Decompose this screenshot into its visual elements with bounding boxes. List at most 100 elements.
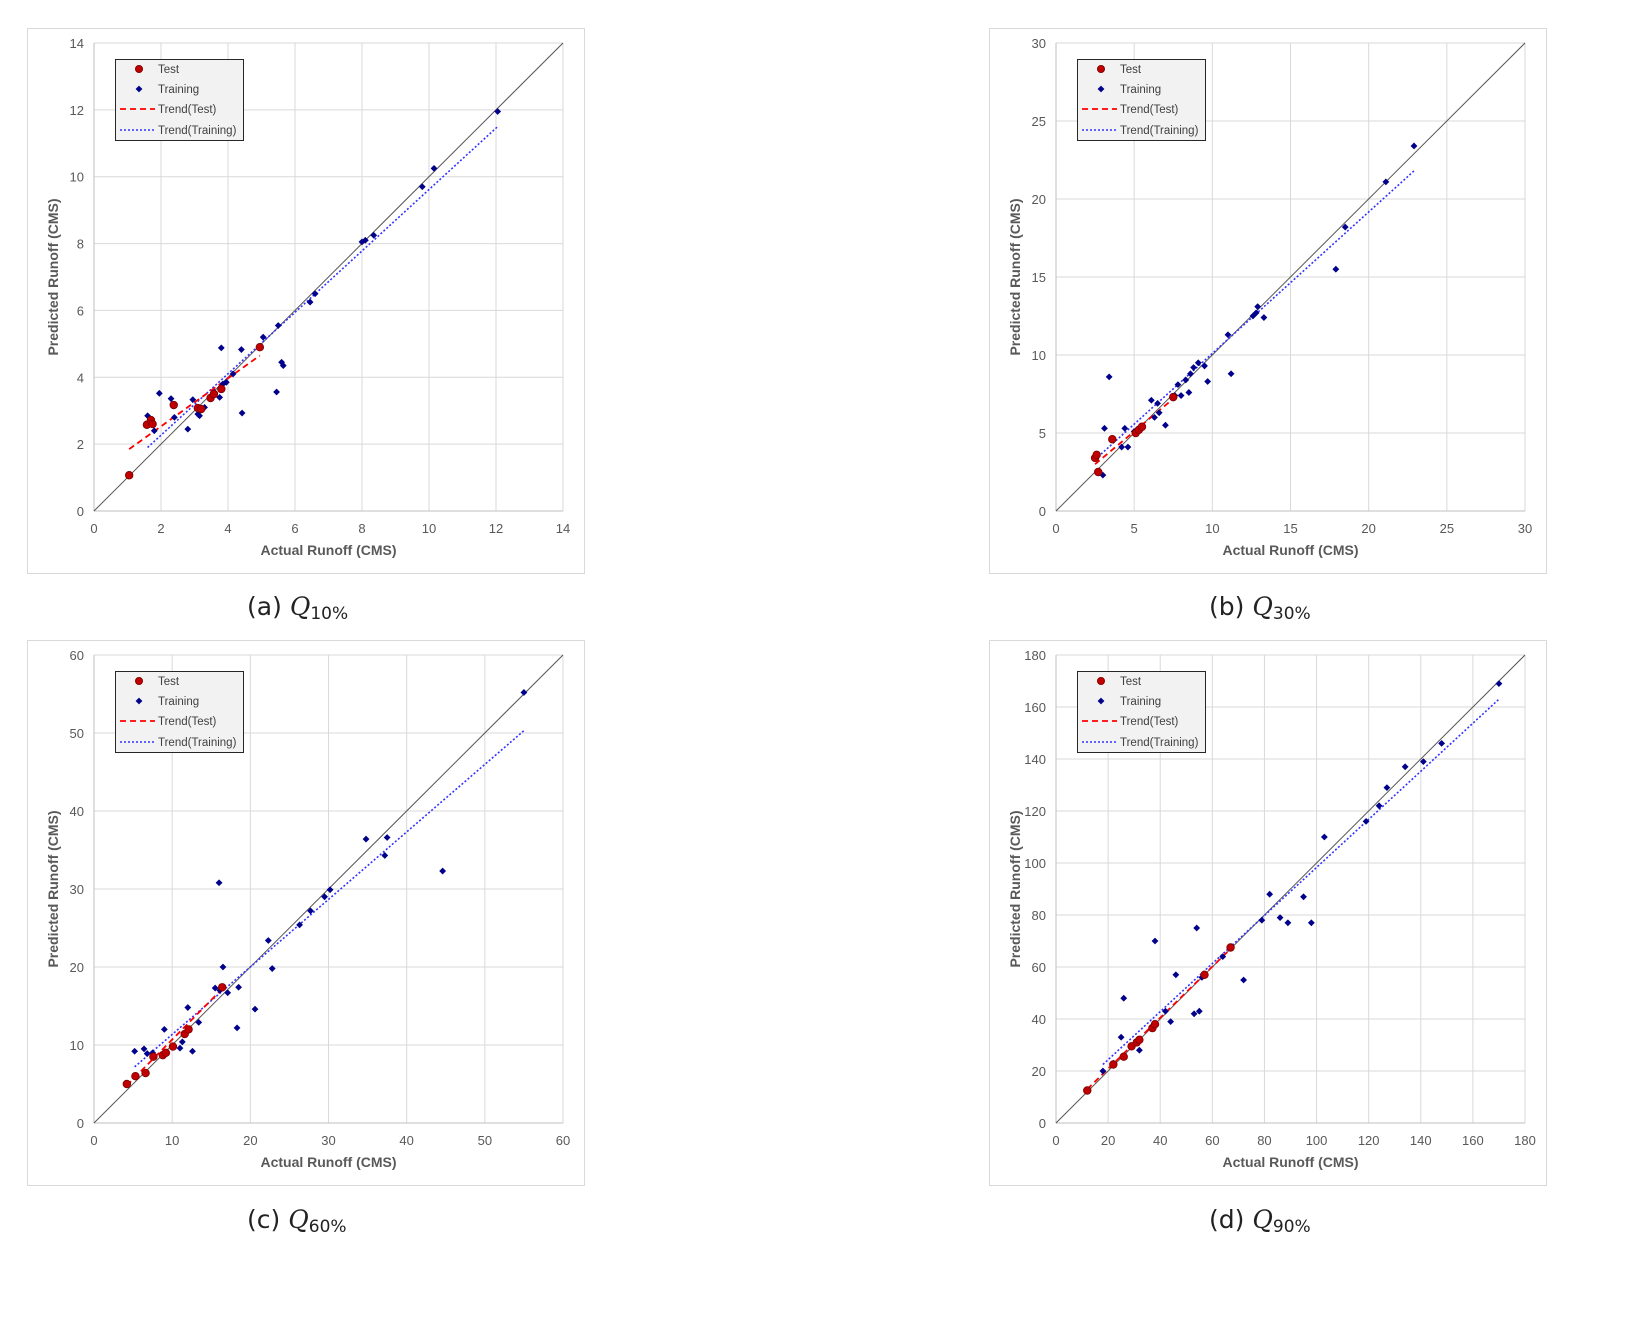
- legend-test-marker: [135, 65, 144, 74]
- training-point: [520, 689, 528, 696]
- training-point: [219, 380, 227, 388]
- training-point: [430, 164, 438, 172]
- x-tick-label: 8: [358, 521, 365, 536]
- y-tick-label: 0: [1039, 1116, 1046, 1131]
- test-point: [196, 404, 206, 414]
- x-axis-label: Actual Runoff (CMS): [260, 1154, 396, 1170]
- legend-label: Training: [158, 84, 199, 96]
- test-point: [1169, 392, 1178, 402]
- x-tick-label: 20: [243, 1133, 257, 1148]
- legend-label: Trend(Test): [1120, 104, 1179, 116]
- x-tick-label: 0: [1052, 1133, 1059, 1148]
- training-point: [279, 362, 287, 369]
- y-tick-label: 80: [1032, 908, 1046, 923]
- legend-box: [115, 671, 244, 753]
- training-point: [229, 370, 237, 378]
- training-point: [184, 425, 192, 433]
- x-tick-label: 140: [1410, 1133, 1432, 1148]
- y-tick-label: 40: [70, 804, 84, 819]
- training-point: [1258, 916, 1266, 924]
- test-point: [184, 1025, 193, 1034]
- test-point: [1226, 943, 1235, 952]
- training-point: [1177, 392, 1185, 399]
- scatter-chart-d: 0 20 40 60 80 100 120 140 160 180 0 20 40 60 80 100 120 1…: [989, 640, 1547, 1186]
- test-point: [1137, 422, 1147, 431]
- x-tick-label: 40: [399, 1133, 413, 1148]
- legend-label: Training: [158, 696, 199, 708]
- training-point: [370, 231, 378, 239]
- training-point: [1185, 389, 1193, 396]
- training-point: [235, 983, 243, 991]
- training-point: [362, 835, 370, 843]
- x-tick-label: 12: [489, 521, 503, 536]
- training-point: [1332, 265, 1340, 273]
- legend-training-marker: [1097, 697, 1105, 705]
- training-point: [1260, 314, 1268, 321]
- caption-symbol: Q: [289, 592, 311, 621]
- x-tick-label: 20: [1101, 1133, 1115, 1148]
- scatter-chart-b: 0 5 10 15 20 25 30 0 5 10 15 20 25 30 Actual Runoff (C…: [989, 28, 1547, 574]
- caption-subscript: 10%: [310, 604, 349, 624]
- test-point: [217, 983, 227, 992]
- trend-training-line: [1102, 698, 1500, 1066]
- x-tick-label: 15: [1283, 521, 1297, 536]
- legend-training-marker: [135, 85, 143, 93]
- test-point: [1108, 435, 1117, 444]
- training-point: [1162, 1007, 1169, 1015]
- x-axis-label: Actual Runoff (CMS): [1222, 542, 1358, 558]
- training-point: [217, 344, 225, 352]
- x-tick-label: 30: [321, 1133, 335, 1148]
- x-tick-label: 0: [90, 1133, 97, 1148]
- training-point: [1341, 223, 1349, 231]
- y-tick-label: 160: [1024, 700, 1046, 715]
- training-point: [264, 937, 272, 944]
- caption-c: (c) Q60%: [247, 1205, 347, 1237]
- caption-b: (b) Q30%: [1209, 592, 1311, 624]
- test-point: [1119, 1052, 1128, 1061]
- y-tick-label: 2: [77, 437, 84, 452]
- training-point: [189, 1047, 196, 1055]
- training-point: [1117, 1033, 1125, 1041]
- training-point: [178, 1038, 186, 1046]
- training-point: [1362, 818, 1370, 825]
- y-tick-label: 0: [77, 504, 84, 519]
- x-tick-label: 60: [556, 1133, 570, 1148]
- training-point: [381, 852, 389, 859]
- test-point: [148, 419, 157, 429]
- training-point: [155, 389, 163, 397]
- training-point: [273, 388, 280, 396]
- y-tick-label: 30: [70, 882, 84, 897]
- training-point: [307, 907, 314, 915]
- y-tick-label: 0: [77, 1116, 84, 1131]
- training-point: [1124, 443, 1132, 451]
- test-point: [1094, 467, 1103, 477]
- x-tick-label: 100: [1306, 1133, 1328, 1148]
- test-point: [122, 1079, 132, 1089]
- y-tick-label: 6: [77, 303, 84, 318]
- y-tick-label: 10: [70, 1038, 84, 1053]
- training-point: [1151, 414, 1158, 421]
- y-axis-label: Predicted Runoff (CMS): [45, 198, 61, 355]
- training-point: [1204, 378, 1212, 385]
- training-point: [222, 378, 230, 386]
- x-tick-label: 10: [422, 521, 436, 536]
- legend-training-marker: [1097, 85, 1105, 93]
- test-point: [131, 1072, 140, 1081]
- y-tick-label: 30: [1032, 36, 1046, 51]
- test-point: [161, 1048, 171, 1057]
- training-point: [274, 322, 282, 329]
- training-point: [1151, 937, 1159, 945]
- caption-symbol: Q: [1252, 1205, 1273, 1234]
- y-tick-label: 180: [1024, 648, 1046, 663]
- legend-box: [115, 59, 244, 141]
- training-point: [358, 238, 366, 246]
- x-tick-label: 0: [90, 521, 97, 536]
- training-point: [195, 1018, 203, 1026]
- legend-box: [1077, 671, 1206, 753]
- test-point: [1092, 450, 1101, 460]
- training-point: [311, 290, 319, 298]
- legend: Test Training Trend(Test) Trend(Training): [115, 59, 244, 141]
- test-point: [124, 471, 134, 480]
- training-point: [1190, 1010, 1198, 1018]
- caption-symbol: Q: [288, 1205, 309, 1234]
